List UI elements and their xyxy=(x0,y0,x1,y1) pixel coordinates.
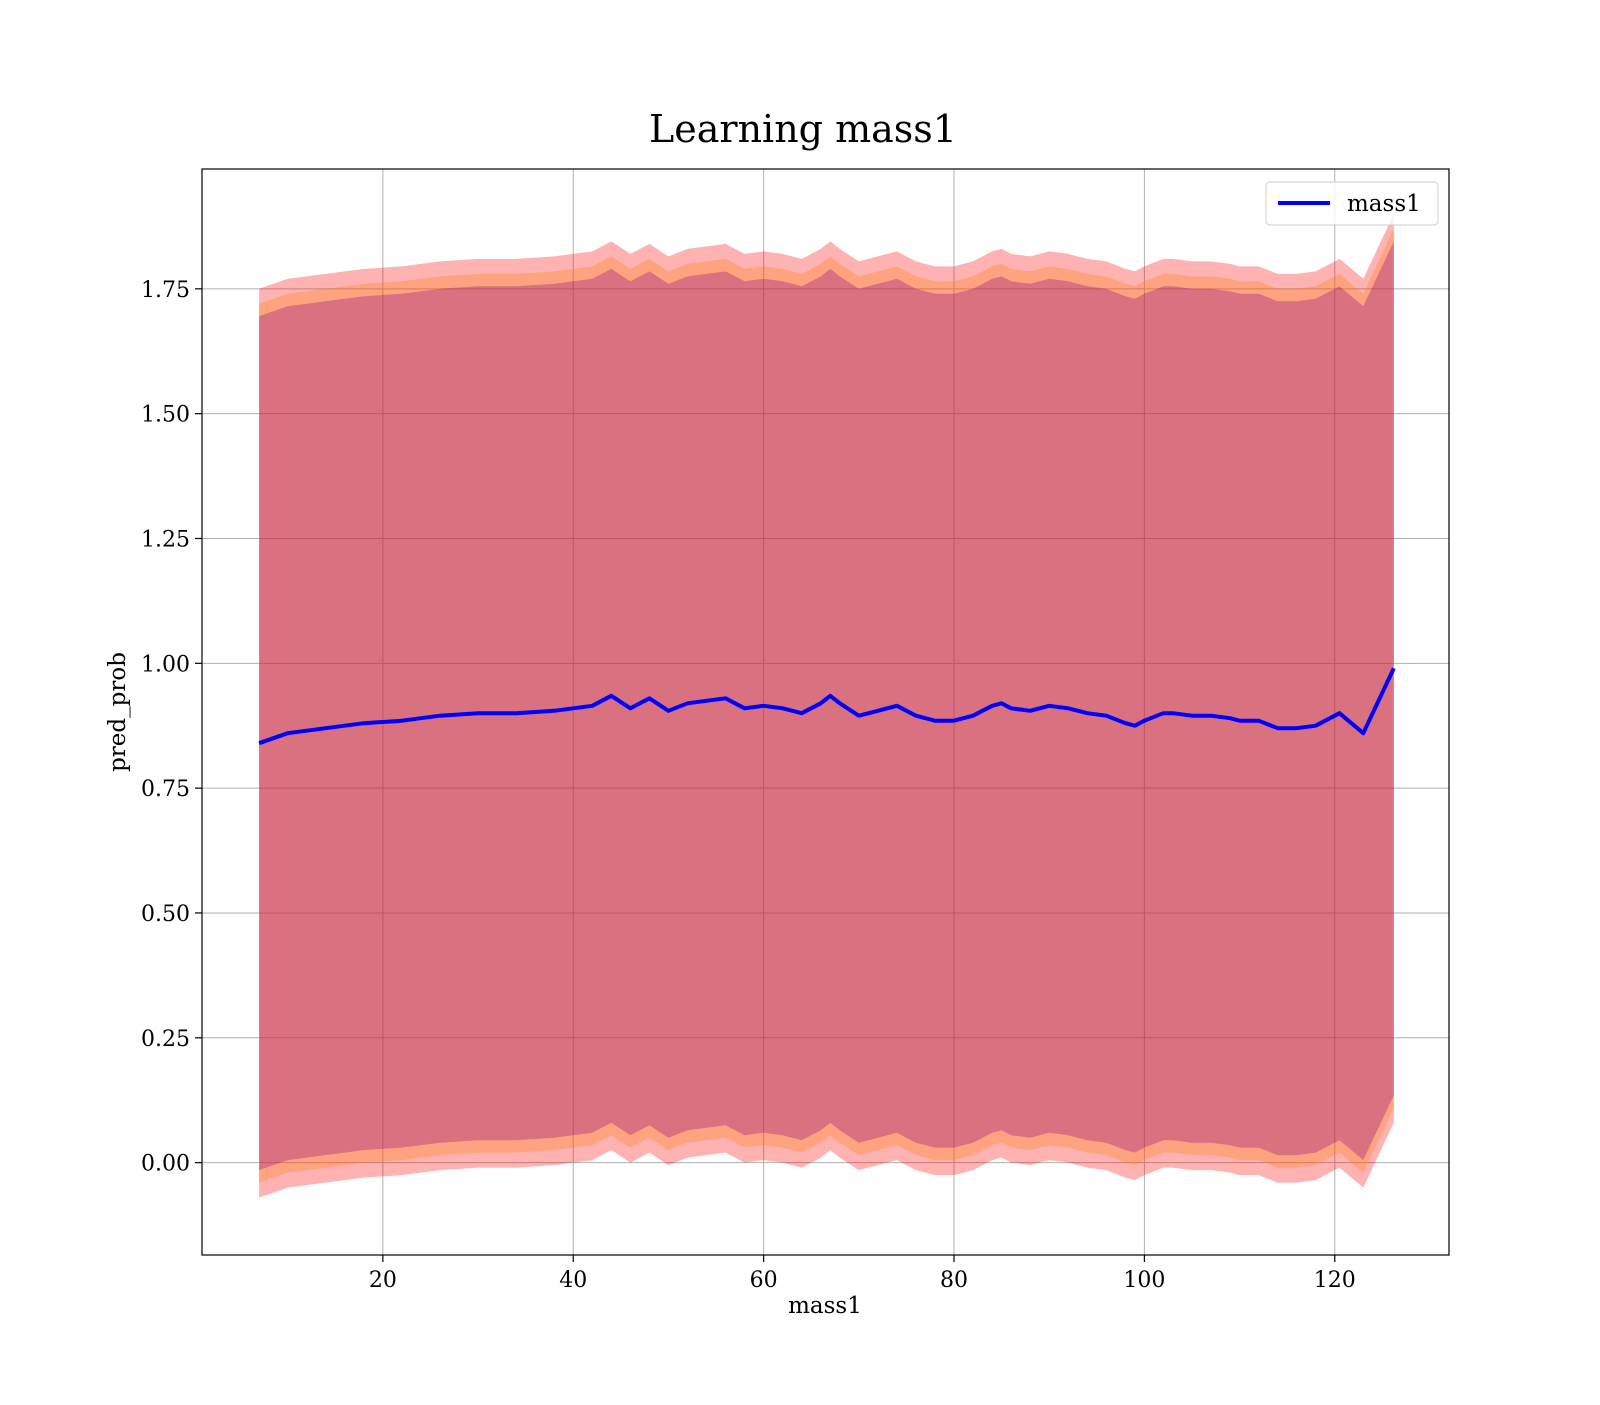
band-middle xyxy=(259,228,1394,1183)
x-tick-label: 60 xyxy=(750,1268,778,1293)
band-inner xyxy=(259,241,1394,1171)
x-tick-label: 120 xyxy=(1314,1268,1356,1293)
y-tick-label: 1.00 xyxy=(141,652,190,677)
x-tick-label: 80 xyxy=(940,1268,968,1293)
y-axis-label: pred_prob xyxy=(105,652,131,772)
y-tick-label: 0.00 xyxy=(141,1152,190,1177)
y-tick-label: 1.75 xyxy=(141,278,190,303)
y-tick-label: 1.25 xyxy=(141,527,190,552)
legend: mass1 xyxy=(1265,181,1439,226)
y-axis-ticks: 0.00 0.25 0.50 0.75 1.00 1.25 1.50 1.75 xyxy=(141,278,202,1177)
x-axis-label: mass1 xyxy=(788,1293,862,1319)
band-outer xyxy=(259,213,1394,1198)
legend-box xyxy=(1265,181,1439,226)
x-tick-label: 20 xyxy=(369,1268,397,1293)
x-tick-label: 40 xyxy=(559,1268,587,1293)
grid xyxy=(202,169,1449,1255)
y-tick-label: 0.25 xyxy=(141,1027,190,1052)
plot-frame xyxy=(201,168,1450,1256)
legend-label: mass1 xyxy=(1347,191,1421,217)
x-tick-label: 100 xyxy=(1123,1268,1165,1293)
y-tick-label: 0.50 xyxy=(141,902,190,927)
series-line-mass1 xyxy=(258,667,1396,746)
confidence-bands xyxy=(259,213,1394,1198)
chart-title: Learning mass1 xyxy=(649,107,957,151)
y-tick-label: 1.50 xyxy=(141,403,190,428)
series-layer xyxy=(258,667,1396,746)
y-tick-label: 0.75 xyxy=(141,777,190,802)
x-axis-ticks: 20 40 60 80 100 120 xyxy=(369,1255,1356,1293)
